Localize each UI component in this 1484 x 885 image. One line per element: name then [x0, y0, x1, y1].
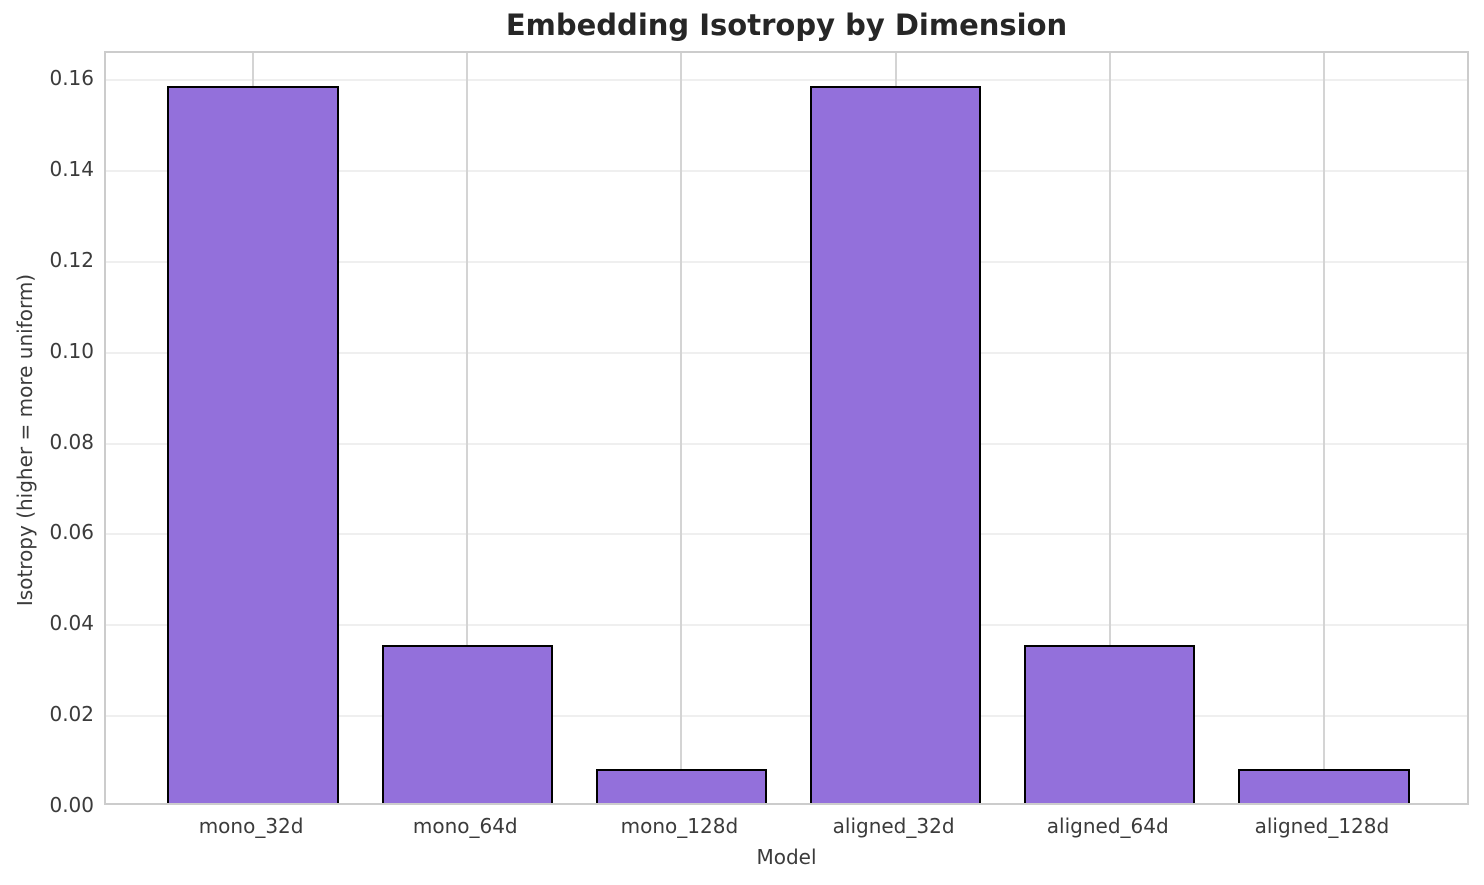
x-tick-aligned_128d: aligned_128d	[1254, 814, 1390, 838]
y-tick-label: 0.16	[49, 66, 94, 91]
x-tick-mono_32d: mono_32d	[198, 814, 304, 838]
y-tick-label: 0.04	[49, 611, 94, 636]
y-tick-label: 0.12	[49, 247, 94, 272]
bar-mono_128d	[595, 768, 768, 803]
grid-layer	[106, 53, 1467, 803]
x-axis-label: Model	[756, 845, 817, 869]
x-tick-aligned_64d: aligned_64d	[1046, 814, 1169, 838]
bar-layer	[106, 53, 1467, 803]
y-tick-label: 0.08	[49, 429, 94, 454]
h-gridline	[106, 715, 1467, 718]
plot-area	[104, 51, 1469, 805]
h-gridline	[106, 170, 1467, 173]
h-gridline	[106, 533, 1467, 536]
h-gridline	[106, 624, 1467, 627]
x-tick-mono_64d: mono_64d	[412, 814, 518, 838]
bar-aligned_64d	[1024, 644, 1196, 803]
chart-title: Embedding Isotropy by Dimension	[505, 8, 1068, 42]
x-tick-aligned_32d: aligned_32d	[832, 814, 955, 838]
v-gridline	[1108, 53, 1111, 803]
h-gridline	[106, 79, 1467, 82]
y-tick-label: 0.02	[49, 702, 94, 727]
bar-aligned_32d	[809, 86, 982, 803]
v-gridline	[680, 53, 683, 803]
h-gridline	[106, 351, 1467, 354]
h-gridline	[106, 442, 1467, 445]
y-tick-label: 0.10	[49, 338, 94, 363]
bar-mono_64d	[381, 644, 553, 803]
y-tick-label: 0.06	[49, 520, 94, 545]
x-tick-mono_128d: mono_128d	[620, 814, 739, 838]
y-tick-label: 0.00	[49, 793, 94, 817]
h-gridline	[106, 260, 1467, 263]
bar-mono_32d	[167, 86, 339, 803]
y-tick-label: 0.14	[49, 157, 94, 182]
bar-aligned_128d	[1238, 768, 1410, 803]
v-gridline	[1322, 53, 1325, 803]
v-gridline	[466, 53, 469, 803]
